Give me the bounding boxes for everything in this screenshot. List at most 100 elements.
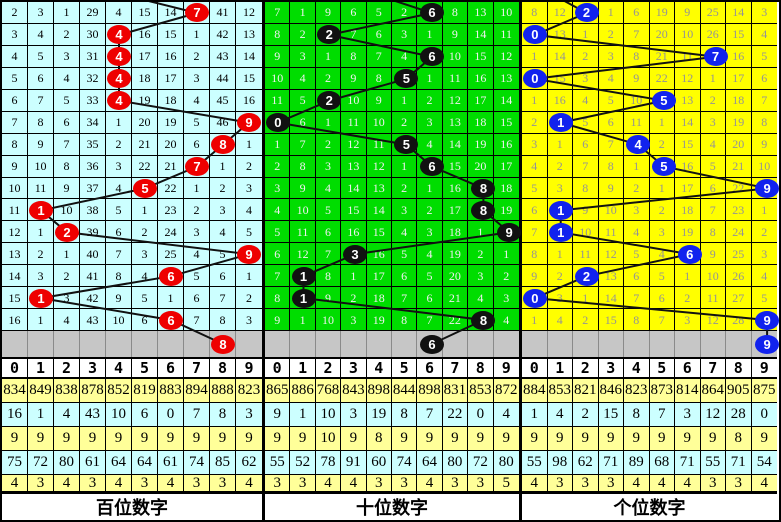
digit-header-cell: 2 <box>54 359 80 377</box>
grid-row: 9 3 1 8 7 4 10 15 12 <box>265 45 519 68</box>
stat-cell: 4 <box>649 475 675 492</box>
grid-cell: 20 <box>468 155 494 178</box>
grid-cell: 5 <box>28 45 54 68</box>
gray-cell <box>158 331 184 357</box>
grid-cell: 4 <box>132 265 158 288</box>
stat-cell: 864 <box>700 379 726 403</box>
stat-cell: 849 <box>28 379 54 403</box>
grid-cell: 10 <box>290 199 316 222</box>
stat-row: 55 52 78 91 60 74 64 80 72 80 <box>265 451 519 475</box>
grid-cell: 1 <box>522 89 548 112</box>
grid-cell: 6 <box>184 133 210 156</box>
grid-cell: 3 <box>341 309 367 332</box>
stat-cell: 16 <box>2 403 28 427</box>
grid-cell: 10 <box>675 23 701 46</box>
grid-cell: 2 <box>573 45 599 68</box>
grid-cell: 1 <box>624 155 650 178</box>
grid-cell: 8 <box>522 243 548 266</box>
grid-cell: 2 <box>417 199 443 222</box>
grid-cell: 22 <box>132 155 158 178</box>
gray-cell <box>367 331 392 357</box>
drawn-number-ball: 9 <box>755 310 779 330</box>
grid-row: 5 6 4 32 18 17 3 44 15 <box>2 67 262 90</box>
grid-cell: 2 <box>2 2 28 24</box>
grid-cell: 13 <box>547 23 573 46</box>
grid-cell: 3 <box>2 23 28 46</box>
grid-cell: 8 <box>341 45 367 68</box>
stat-cell: 878 <box>80 379 106 403</box>
grid-cell: 4 <box>210 221 236 244</box>
grid-cell: 4 <box>751 24 777 46</box>
stat-cell: 10 <box>315 403 342 427</box>
grid-cell: 4 <box>522 155 548 178</box>
grid-cell: 9 <box>598 177 624 200</box>
stat-cell: 3 <box>341 403 367 427</box>
grid-cell: 9 <box>2 155 28 178</box>
grid-cell: 12 <box>2 221 28 244</box>
grid-cell: 9 <box>106 287 132 310</box>
grid-row: 1 16 4 5 10 13 2 18 7 <box>522 89 777 112</box>
grid-cell: 8 <box>210 309 236 332</box>
units-grid: 8 12 1 6 19 9 25 14 3 13 1 2 7 20 10 26 15 4 1 14 2 3 8 21 11 16 5… <box>522 2 777 332</box>
digit-header-cell: 6 <box>158 359 184 377</box>
drawn-number-ball: 1 <box>291 288 316 308</box>
grid-cell: 1 <box>54 2 80 24</box>
stat-cell: 3 <box>700 475 726 492</box>
grid-cell: 13 <box>366 177 392 200</box>
grid-cell: 13 <box>341 155 367 178</box>
stat-cell: 888 <box>210 379 236 403</box>
grid-cell: 18 <box>726 89 752 112</box>
grid-cell: 7 <box>624 287 650 310</box>
grid-cell: 7 <box>341 23 367 46</box>
grid-cell: 16 <box>341 221 367 244</box>
gray-cell <box>468 331 494 357</box>
grid-row: 4 5 3 31 17 16 2 43 14 <box>2 45 262 68</box>
stat-cell: 64 <box>106 451 132 475</box>
grid-cell: 20 <box>158 133 184 156</box>
grid-row: 6 1 11 10 2 3 13 18 15 <box>265 111 519 134</box>
stat-cell: 98 <box>547 451 573 475</box>
stat-cell: 9 <box>265 427 291 451</box>
grid-cell: 7 <box>210 287 236 310</box>
grid-cell: 2 <box>184 199 210 222</box>
grid-cell: 16 <box>726 45 752 68</box>
gray-cell <box>573 331 599 357</box>
digit-header-cell: 4 <box>624 359 650 377</box>
grid-row: 8 1 11 12 5 4 9 25 3 <box>522 243 777 266</box>
digit-header-cell: 4 <box>367 359 392 377</box>
grid-cell: 9 <box>28 133 54 156</box>
stat-cell: 9 <box>751 427 777 451</box>
grid-cell: 12 <box>366 155 392 178</box>
grid-cell: 5 <box>210 243 236 266</box>
stat-cell: 873 <box>649 379 675 403</box>
grid-cell: 3 <box>700 111 726 134</box>
grid-cell: 15 <box>547 67 573 90</box>
grid-cell: 5 <box>391 243 418 266</box>
stat-cell: 4 <box>54 475 80 492</box>
stat-cell: 0 <box>751 403 777 427</box>
grid-cell: 41 <box>80 265 106 288</box>
grid-cell: 6 <box>522 199 548 222</box>
stat-cell: 62 <box>236 451 262 475</box>
drawn-number-ball: 2 <box>574 266 599 286</box>
grid-cell: 10 <box>341 89 367 112</box>
grid-cell: 20 <box>726 133 752 156</box>
grid-cell: 2 <box>54 23 80 46</box>
grid-cell: 31 <box>80 45 106 68</box>
grid-cell: 6 <box>265 243 291 266</box>
grid-cell: 16 <box>547 89 573 112</box>
drawn-number-ball: 4 <box>626 135 651 155</box>
stat-cell: 71 <box>726 451 752 475</box>
pending-row <box>265 331 519 357</box>
grid-cell: 15 <box>132 2 158 24</box>
grid-cell: 3 <box>547 287 573 310</box>
stat-cell: 4 <box>751 475 777 492</box>
grid-cell: 3 <box>417 221 443 244</box>
grid-cell: 1 <box>391 89 418 112</box>
grid-row: 9 2 13 6 5 1 10 26 4 <box>522 265 777 288</box>
stat-cell: 10 <box>106 403 132 427</box>
stat-row: 16 1 4 43 10 6 0 7 8 3 <box>2 403 262 427</box>
grid-cell: 19 <box>726 111 752 134</box>
grid-row: 8 12 1 6 19 9 25 14 3 <box>522 2 777 24</box>
stat-cell: 7 <box>417 403 443 427</box>
